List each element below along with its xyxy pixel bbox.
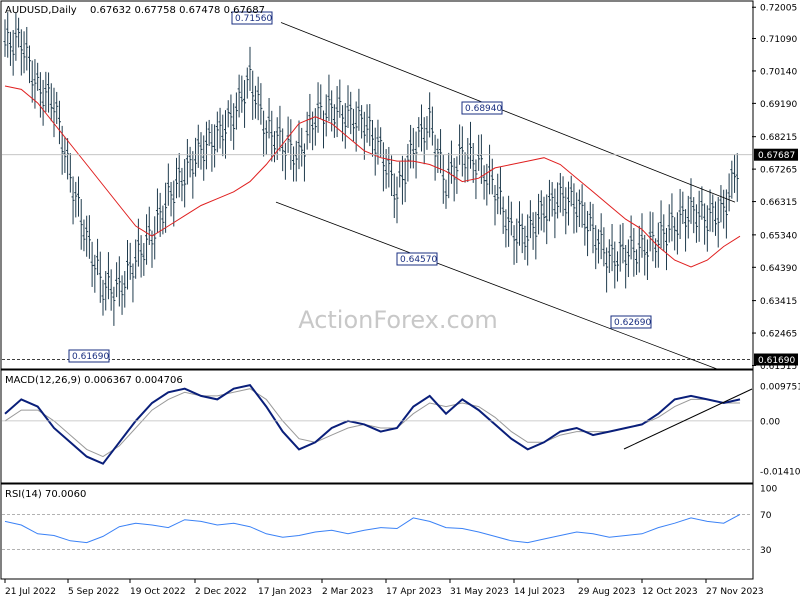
support-level-tag — [754, 353, 798, 366]
annotation-box — [231, 11, 273, 25]
price-tick-label: 0.67265 — [760, 166, 797, 176]
x-tick-label: 17 Apr 2023 — [386, 587, 442, 597]
macd-panel — [0, 369, 754, 484]
rsi-panel — [0, 483, 754, 580]
x-tick-label: 31 May 2023 — [450, 587, 509, 597]
x-tick-label: 19 Oct 2022 — [130, 587, 186, 597]
header-ohlc: 0.67632 0.67758 0.67478 0.67687 — [90, 5, 265, 16]
price-tick-label: 0.65340 — [760, 231, 797, 241]
moving-average-group — [2, 22, 752, 370]
x-tick-label: 2 Dec 2022 — [195, 587, 247, 597]
rsi-tick-label: 30 — [760, 546, 772, 556]
price-tick-label: 0.63415 — [760, 297, 797, 307]
macd-tick-label: 0.00 — [760, 417, 780, 427]
macd-group — [2, 383, 753, 465]
moving-average-line — [4, 85, 741, 268]
price-tick-label: 0.64390 — [760, 264, 797, 274]
annotation-box — [68, 349, 110, 363]
annotation-box — [396, 252, 438, 266]
current-price-label: 0.67687 — [758, 151, 795, 161]
rsi-group — [2, 513, 752, 550]
macd-title: MACD(12,26,9) 0.006367 0.004706 — [5, 375, 183, 386]
macd-tick-label: -0.014107 — [760, 468, 800, 478]
price-tick-label: 0.66315 — [760, 198, 797, 208]
annotation-label: 0.61690 — [72, 352, 109, 362]
rsi-tick-label: 100 — [760, 485, 777, 495]
price-tick-label: 0.62465 — [760, 330, 797, 340]
price-tick-label: 0.61515 — [760, 362, 797, 372]
watermark: ActionForex.com — [298, 306, 498, 334]
price-panel — [0, 0, 754, 370]
price-tick-label: 0.69190 — [760, 100, 797, 110]
channel-lower-line — [275, 201, 719, 370]
macd-trend-line — [623, 388, 753, 450]
x-tick-label: 29 Aug 2023 — [578, 587, 636, 597]
channel-upper-line — [280, 22, 736, 203]
x-tick-label: 21 Jul 2022 — [5, 587, 56, 597]
annotation-label: 0.71560 — [235, 14, 272, 24]
rsi-tick-label: 70 — [760, 511, 772, 521]
annotations-group: 0.71560 0.68940 0.64570 0.62690 0.61690 — [68, 11, 652, 363]
price-tick-label: 0.72005 — [760, 4, 797, 14]
x-tick-label: 17 Jan 2023 — [258, 587, 312, 597]
x-tick-label: 5 Sep 2022 — [68, 587, 119, 597]
annotation-label: 0.64570 — [400, 255, 437, 265]
annotation-box — [610, 315, 652, 329]
price-tick-label: 0.68215 — [760, 133, 797, 143]
annotation-label: 0.62690 — [614, 318, 651, 328]
header-symbol: AUDUSD,Daily — [5, 5, 77, 16]
price-tick-label: 0.70140 — [760, 67, 797, 77]
rsi-line — [4, 513, 741, 544]
x-tick-label: 2 Mar 2023 — [322, 587, 373, 597]
rsi-title: RSI(14) 70.0060 — [5, 489, 86, 500]
current-price-tag — [754, 148, 798, 161]
axes-group: 0.72005 0.71090 0.70140 0.69190 0.68215 0.672… — [4, 4, 800, 597]
x-tick-label: 27 Nov 2023 — [706, 587, 764, 597]
macd-tick-label: 0.009751 — [760, 383, 800, 393]
x-tick-label: 12 Oct 2023 — [642, 587, 698, 597]
x-tick-label: 14 Jul 2023 — [514, 587, 565, 597]
annotation-box — [461, 101, 503, 115]
annotation-label: 0.68940 — [465, 104, 502, 114]
macd-line — [4, 383, 741, 465]
price-tick-label: 0.71090 — [760, 35, 797, 45]
support-level-label: 0.61690 — [758, 356, 795, 366]
price-group — [3, 12, 739, 326]
